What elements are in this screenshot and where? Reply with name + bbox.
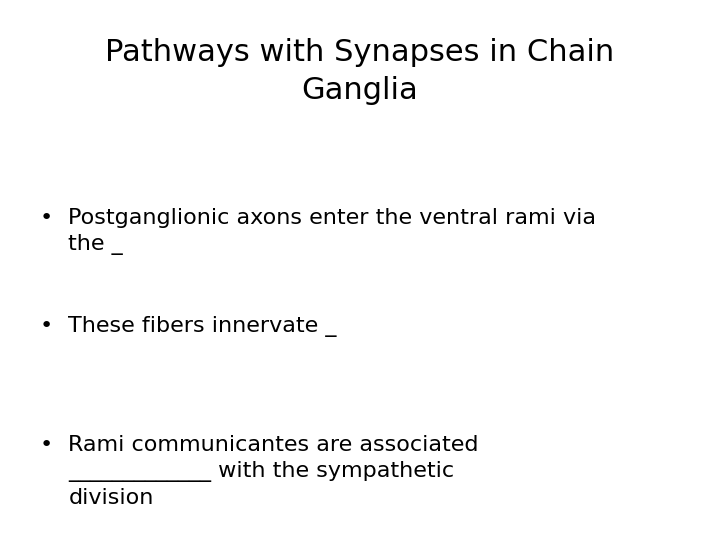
Text: These fibers innervate _: These fibers innervate _ (68, 316, 337, 337)
Text: •: • (40, 316, 53, 336)
Text: Postganglionic axons enter the ventral rami via
the _: Postganglionic axons enter the ventral r… (68, 208, 596, 255)
Text: •: • (40, 435, 53, 455)
Text: •: • (40, 208, 53, 228)
Text: Rami communicantes are associated
_____________ with the sympathetic
division: Rami communicantes are associated ______… (68, 435, 479, 509)
Text: Pathways with Synapses in Chain
Ganglia: Pathways with Synapses in Chain Ganglia (105, 38, 615, 105)
